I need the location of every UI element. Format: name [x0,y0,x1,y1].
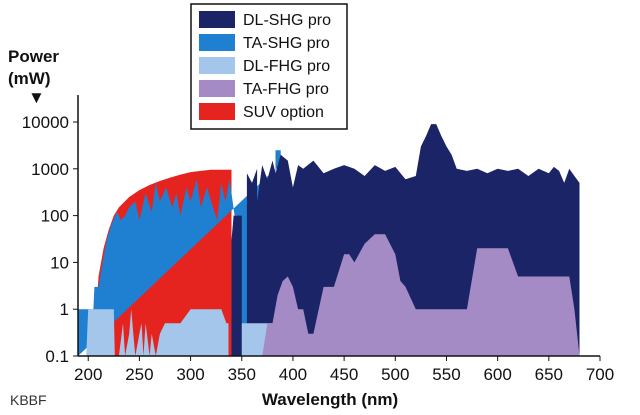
x-tick-label: 200 [74,365,102,384]
legend-swatch [199,11,235,28]
x-tick-label: 250 [125,365,153,384]
legend-label: TA-FHG pro [243,81,329,98]
x-tick-label: 550 [432,365,460,384]
y-tick-label: 10 [50,253,69,272]
x-tick-labels: 200 250 300 350 400 450 500 550 600 650 700 [74,356,614,384]
x-tick-label: 450 [330,365,358,384]
x-tick-label: 700 [586,365,614,384]
y-axis-title-line1: Power [8,47,59,66]
x-tick-label: 650 [535,365,563,384]
y-tick-label: 10000 [22,113,69,132]
legend-label: TA-SHG pro [243,35,330,52]
x-tick-label: 500 [381,365,409,384]
legend: DL-SHG pro TA-SHG pro DL-FHG pro TA-FHG pro… [190,3,348,130]
y-axis-marker-icon: ▼ [28,88,45,107]
y-tick-label: 100 [41,207,69,226]
series-dl-fhg-pro [86,309,299,356]
legend-swatch [199,34,235,51]
x-tick-label: 300 [176,365,204,384]
x-axis-extra-label: KBBF [10,392,47,408]
x-tick-label: 400 [279,365,307,384]
series-layer [78,124,580,356]
y-tick-label: 1 [60,300,69,319]
legend-label: SUV option [243,104,324,121]
legend-swatch [199,80,235,97]
y-tick-label: 1000 [31,160,69,179]
y-tick-labels: 0.1 1 10 100 1000 10000 [22,113,78,366]
legend-label: DL-SHG pro [243,12,331,29]
legend-swatch [199,103,235,120]
legend-swatch [199,57,235,74]
legend-label: DL-FHG pro [243,58,330,75]
series-ta-shg-pro [78,150,281,356]
y-tick-label: 0.1 [45,347,69,366]
y-axis-title-line2: (mW) [8,69,50,88]
series-ta-fhg-pro [262,234,580,356]
x-tick-label: 350 [228,365,256,384]
x-tick-label: 600 [483,365,511,384]
x-axis-title: Wavelength (nm) [262,390,398,409]
